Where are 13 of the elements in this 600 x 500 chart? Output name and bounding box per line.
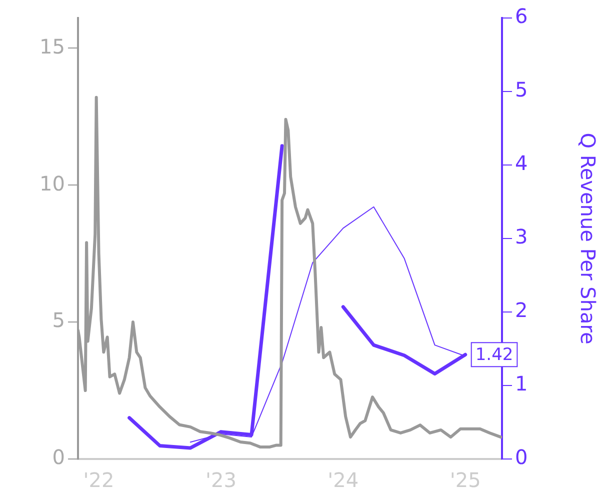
data-label: 1.42 [475, 345, 514, 366]
y2-tick-label: 2 [515, 298, 528, 322]
y2-tick-label: 1 [515, 372, 528, 396]
y2-tick-label: 0 [515, 445, 528, 470]
y2-axis-title: Q Revenue Per Share [576, 132, 600, 344]
y2-tick-label: 5 [515, 78, 528, 102]
y2-tick-label: 6 [515, 4, 528, 28]
y-tick-label: 0 [52, 445, 65, 470]
y-tick-label: 5 [52, 308, 65, 332]
y-tick-label: 10 [40, 171, 65, 196]
y-tick-label: 15 [40, 34, 65, 58]
y2-tick-label: 4 [515, 151, 528, 176]
y2-tick-label: 3 [515, 224, 528, 249]
